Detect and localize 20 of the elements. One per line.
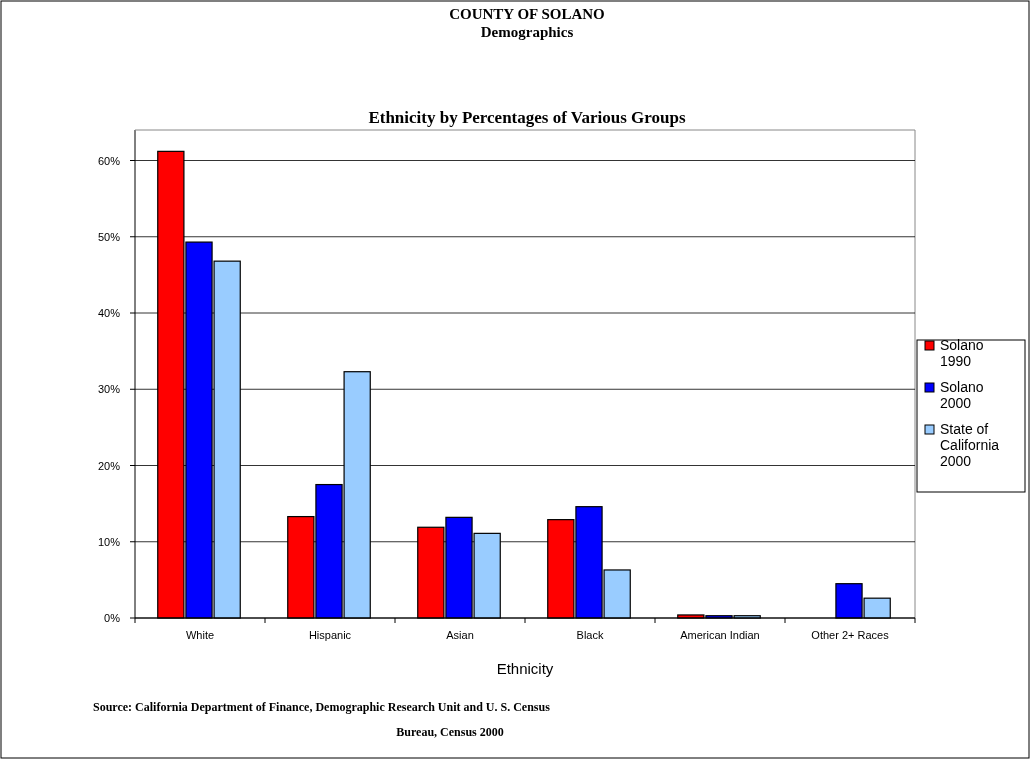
x-tick-label: American Indian (680, 629, 760, 641)
y-tick-label: 20% (97, 459, 121, 472)
y-tick-label: 40% (97, 307, 121, 319)
chart-title: COUNTY OF SOLANO Demographics (449, 6, 605, 40)
x-tick-label: Hispanic (308, 629, 352, 641)
y-tick-label: 60% (97, 154, 121, 167)
chart-subtitle: Ethnicity by Percentages of Various Groups (368, 108, 686, 127)
legend-label: State of California 2000 (940, 421, 1000, 469)
x-tick-label: Asian (446, 629, 474, 641)
y-tick-label: 50% (97, 230, 121, 243)
y-tick-label: 10% (97, 535, 121, 548)
y-tick-label: 0% (104, 612, 121, 624)
legend-label: Solano 1990 (940, 337, 984, 369)
x-tick-label: Other 2+ Races (811, 629, 890, 641)
x-axis-title: Ethnicity (496, 660, 554, 677)
source-note: Source: California Department of Finance, Demographic Research Unit and U. S. Census Bureau, Census 2000 (93, 700, 551, 739)
legend-label: Solano 2000 (940, 379, 984, 411)
y-tick-label: 30% (97, 383, 121, 396)
x-tick-label: Black (576, 629, 604, 641)
x-tick-label: White (185, 629, 215, 641)
